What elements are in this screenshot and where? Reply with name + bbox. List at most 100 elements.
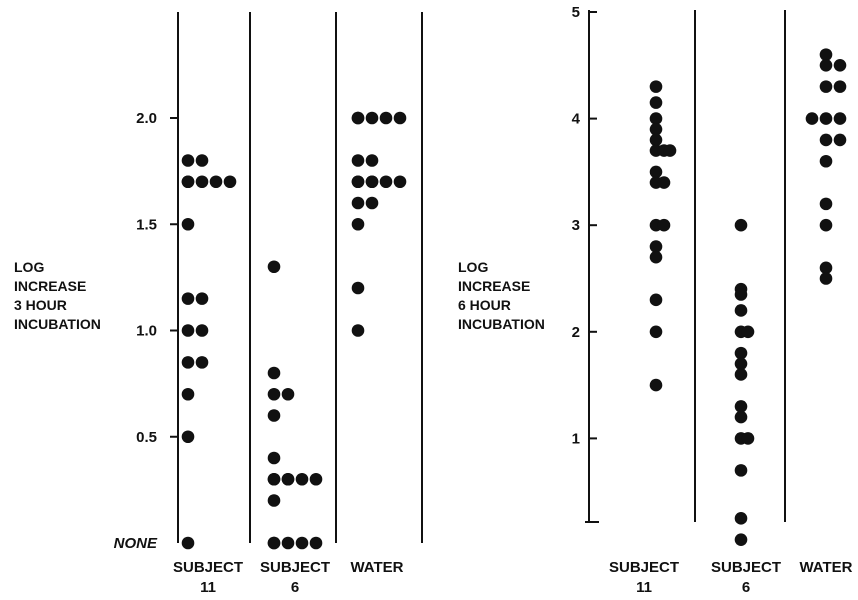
data-point (649, 325, 663, 339)
data-point (741, 325, 755, 339)
data-point (351, 111, 365, 125)
data-point (734, 533, 748, 546)
data-point (195, 175, 209, 189)
data-point (379, 175, 393, 189)
right-y-axis-label: LOG INCREASE 6 HOUR INCUBATION (458, 259, 545, 332)
data-point (365, 111, 379, 125)
category-label: WATER (799, 559, 852, 576)
data-point (649, 112, 663, 125)
data-point (351, 324, 365, 337)
data-point (309, 472, 323, 486)
data-point (365, 154, 379, 167)
y-tick-label: 2.0 (136, 110, 157, 127)
data-point (267, 451, 281, 465)
data-point (281, 536, 295, 550)
y-tick-label: 5 (572, 4, 580, 21)
data-point (267, 536, 281, 550)
data-point (365, 196, 379, 210)
data-point (819, 197, 833, 211)
data-point (819, 59, 833, 72)
data-point (833, 80, 847, 93)
data-point (819, 272, 833, 285)
data-point (393, 111, 407, 125)
data-point (281, 387, 295, 401)
data-point (195, 292, 209, 305)
data-point (734, 288, 748, 301)
right-panel: 1 2 3 4 5 SUBJECT 11 SUBJECT 6 WATER (572, 4, 853, 596)
data-point (267, 472, 281, 486)
data-point (209, 175, 223, 189)
data-point (833, 59, 847, 72)
category-label: SUBJECT 6 (711, 559, 781, 596)
data-point (267, 409, 281, 422)
data-point (649, 293, 663, 307)
data-point (819, 80, 833, 93)
category-label: WATER (350, 559, 403, 576)
data-point (649, 122, 663, 136)
data-point (181, 356, 195, 369)
y-tick-label: 3 (572, 217, 580, 234)
y-tick-label: 2 (572, 324, 580, 341)
data-point (734, 400, 748, 413)
data-point (181, 292, 195, 305)
category-label: SUBJECT 11 (609, 559, 679, 596)
data-point (393, 175, 407, 189)
data-point (379, 111, 393, 125)
data-point (649, 133, 663, 147)
data-point (365, 175, 379, 189)
data-point (351, 175, 365, 189)
data-point (181, 536, 195, 550)
data-point (181, 387, 195, 401)
y-tick-label: 1.5 (136, 216, 157, 233)
data-point (833, 133, 847, 147)
y-tick-label: 4 (572, 111, 581, 128)
data-point (819, 48, 833, 61)
data-point (267, 387, 281, 401)
data-point (649, 80, 663, 93)
data-point (833, 112, 847, 125)
data-point (734, 304, 748, 317)
data-point (195, 324, 209, 337)
data-point (195, 154, 209, 167)
data-point (741, 432, 755, 445)
data-point (819, 112, 833, 125)
data-point (267, 366, 281, 380)
left-y-axis-label: LOG INCREASE 3 HOUR INCUBATION (14, 259, 101, 332)
data-point (195, 356, 209, 369)
data-point (309, 536, 323, 550)
data-point (181, 217, 195, 231)
data-point (295, 536, 309, 550)
data-point (351, 217, 365, 231)
data-point (181, 324, 195, 337)
data-point (351, 154, 365, 167)
data-point (267, 494, 281, 507)
data-point (649, 96, 663, 109)
data-point (649, 240, 663, 253)
y-tick-label: 1 (572, 430, 580, 447)
data-point (649, 250, 663, 264)
data-point (819, 154, 833, 168)
y-tick-label: 0.5 (136, 429, 157, 446)
data-point (734, 357, 748, 371)
data-point (657, 176, 671, 189)
y-tick-label: NONE (114, 535, 158, 552)
data-point (649, 378, 663, 392)
data-point (351, 281, 365, 295)
data-point (223, 175, 237, 189)
data-point (819, 133, 833, 147)
data-point (805, 112, 819, 125)
data-point (734, 218, 748, 232)
data-point (351, 196, 365, 210)
data-point (181, 430, 195, 444)
data-point (281, 472, 295, 486)
data-point (657, 218, 671, 232)
data-point (819, 261, 833, 275)
category-label: SUBJECT 11 (173, 559, 243, 596)
category-label: SUBJECT 6 (260, 559, 330, 596)
data-point (267, 260, 281, 274)
data-point (734, 346, 748, 360)
data-point (734, 464, 748, 477)
y-tick-label: 1.0 (136, 323, 157, 340)
data-point (181, 154, 195, 167)
